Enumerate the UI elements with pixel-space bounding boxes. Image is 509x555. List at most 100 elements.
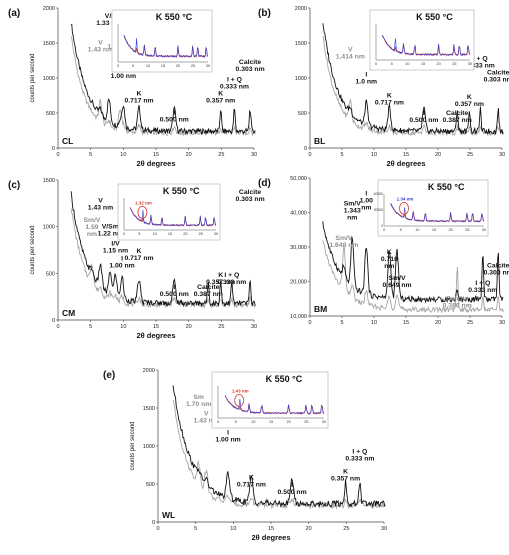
peak-label: I 1.0 nm (356, 72, 378, 86)
inset-x-tick-label: 30 (482, 228, 486, 232)
peak-label-line: Calcite (239, 59, 262, 66)
inset-frame (211, 371, 329, 429)
inset-highlight-label: 1.34 nm (397, 196, 414, 201)
peak-label-line: 0.710 (381, 256, 398, 263)
x-tick-label: 20 (306, 526, 312, 532)
y-tick-label: 1500 (43, 178, 55, 184)
x-tick-label: 10 (120, 324, 126, 330)
peak-label-line: Calcite (487, 70, 509, 77)
inset-x-tick-label: 30 (322, 420, 326, 424)
peak-label: I + Q 0.333 nm (217, 272, 246, 286)
x-tick-label: 20 (435, 152, 441, 158)
y-tick-label: 30,000 (290, 245, 307, 251)
peak-label-line: K (218, 272, 223, 279)
inset-x-tick-label: 10 (153, 232, 157, 236)
x-tick-label: 10 (371, 320, 377, 326)
series-line-dark (172, 385, 386, 509)
x-axis-title: 2θ degrees (136, 331, 175, 340)
x-tick-label: 10 (120, 152, 126, 158)
peak-label-line: 0.387 nm (443, 117, 472, 124)
x-tick-label: 25 (218, 324, 224, 330)
y-tick-label: 2000 (295, 6, 307, 12)
x-tick-label: 25 (467, 152, 473, 158)
inset-x-tick-label: 25 (199, 232, 203, 236)
inset-x-tick-label: 5 (391, 62, 393, 66)
peak-label-line: 1.43 nm (88, 204, 113, 211)
x-tick-label: 15 (153, 324, 159, 330)
x-tick-label: 0 (56, 152, 59, 158)
y-tick-label: 1500 (43, 41, 55, 47)
x-tick-label: 5 (340, 152, 343, 158)
peak-label-line: 0.303 nm (236, 196, 265, 203)
inset-x-tick-label: 10 (146, 64, 150, 68)
inset-x-tick-label: 0 (217, 420, 219, 424)
panel-label: (a) (8, 8, 20, 19)
y-tick-label: 0 (304, 146, 307, 152)
peak-label-line: 0.500 nm (409, 117, 438, 124)
peak-label-line: 0.717 nm (237, 481, 266, 488)
y-tick-label: 1000 (43, 225, 55, 231)
peak-label-line: 1.22 nm (98, 231, 123, 238)
peak-label-line: I (365, 190, 367, 197)
inset-x-tick-label: 15 (421, 62, 425, 66)
peak-label-line: 0.357 nm (206, 98, 235, 105)
x-tick-label: 10 (371, 152, 377, 158)
peak-label-line: Sm (193, 394, 204, 401)
series-line-light (322, 240, 504, 314)
inset-x-tick-label: 0 (117, 64, 119, 68)
x-tick-label: 20 (435, 320, 441, 326)
peak-label-line: Calcite (446, 295, 469, 302)
inset-chart: K 550 °C 0 5 10 15 20 25 30 1.32 nm (117, 183, 221, 241)
inset-x-tick-label: 5 (400, 228, 402, 232)
x-axis-title: 2θ degrees (136, 159, 175, 168)
peak-label-line: 0.717 nm (124, 255, 153, 262)
inset-x-tick-label: 30 (468, 62, 472, 66)
x-tick-label: 20 (186, 324, 192, 330)
y-tick-label: 1000 (295, 76, 307, 82)
inset-x-tick-label: 15 (161, 64, 165, 68)
inset-x-tick-label: 25 (191, 64, 195, 68)
series-line-dark (70, 23, 256, 136)
peak-label-line: 0.717 nm (375, 100, 404, 107)
x-tick-label: 5 (89, 152, 92, 158)
inset-series-blue (129, 208, 217, 227)
inset-title: K 550 °C (416, 12, 453, 22)
x-tick-label: 25 (343, 526, 349, 532)
peak-label-line: I + Q (224, 272, 239, 279)
x-tick-label: 5 (340, 320, 343, 326)
y-axis-title: counts per second (30, 225, 36, 274)
y-tick-label: 2000 (143, 368, 155, 374)
inset-series-blue (123, 34, 209, 58)
peak-label-line: 0.386 nm (443, 302, 472, 309)
peak-label: Sm/V 0.649 nm (382, 275, 411, 289)
sample-label: CL (62, 136, 73, 146)
inset-y-tick-label: 40000 (374, 192, 384, 196)
peak-label: I + Q 0.333 nm (466, 56, 495, 70)
x-tick-label: 5 (89, 324, 92, 330)
inset-x-tick-label: 15 (432, 228, 436, 232)
peak-label: Sm 1.70 nm (186, 394, 211, 408)
x-tick-label: 0 (308, 152, 311, 158)
y-tick-label: 500 (298, 111, 307, 117)
x-tick-label: 30 (499, 320, 505, 326)
series-line-dark (322, 23, 504, 136)
peak-label: Calcite 0.386 nm (443, 295, 472, 309)
peak-label-line: 0.717 nm (124, 98, 153, 105)
inset-x-tick-label: 30 (214, 232, 218, 236)
inset-frame (377, 179, 489, 237)
y-tick-label: 0 (52, 318, 55, 324)
x-axis-title: 2θ degrees (251, 533, 290, 542)
peak-label-line: V (98, 39, 103, 46)
peak-label: I + Q 0.333 nm (468, 280, 497, 294)
peak-label-line: K (343, 468, 348, 475)
panel-bl: 0 5 10 15 20 25 30 0 500 1000 1500 2000 2θ degrees (b… (258, 6, 509, 168)
x-tick-label: 0 (156, 526, 159, 532)
peak-label: K 0.717 nm (124, 91, 153, 105)
x-tick-label: 20 (186, 152, 192, 158)
peak-label-line: 1.43 nm (194, 418, 219, 425)
x-tick-label: 25 (218, 152, 224, 158)
y-tick-label: 40,000 (290, 211, 307, 217)
peak-label-line: V/I (105, 13, 113, 20)
peak-label-line: 1.43 nm (88, 46, 113, 53)
